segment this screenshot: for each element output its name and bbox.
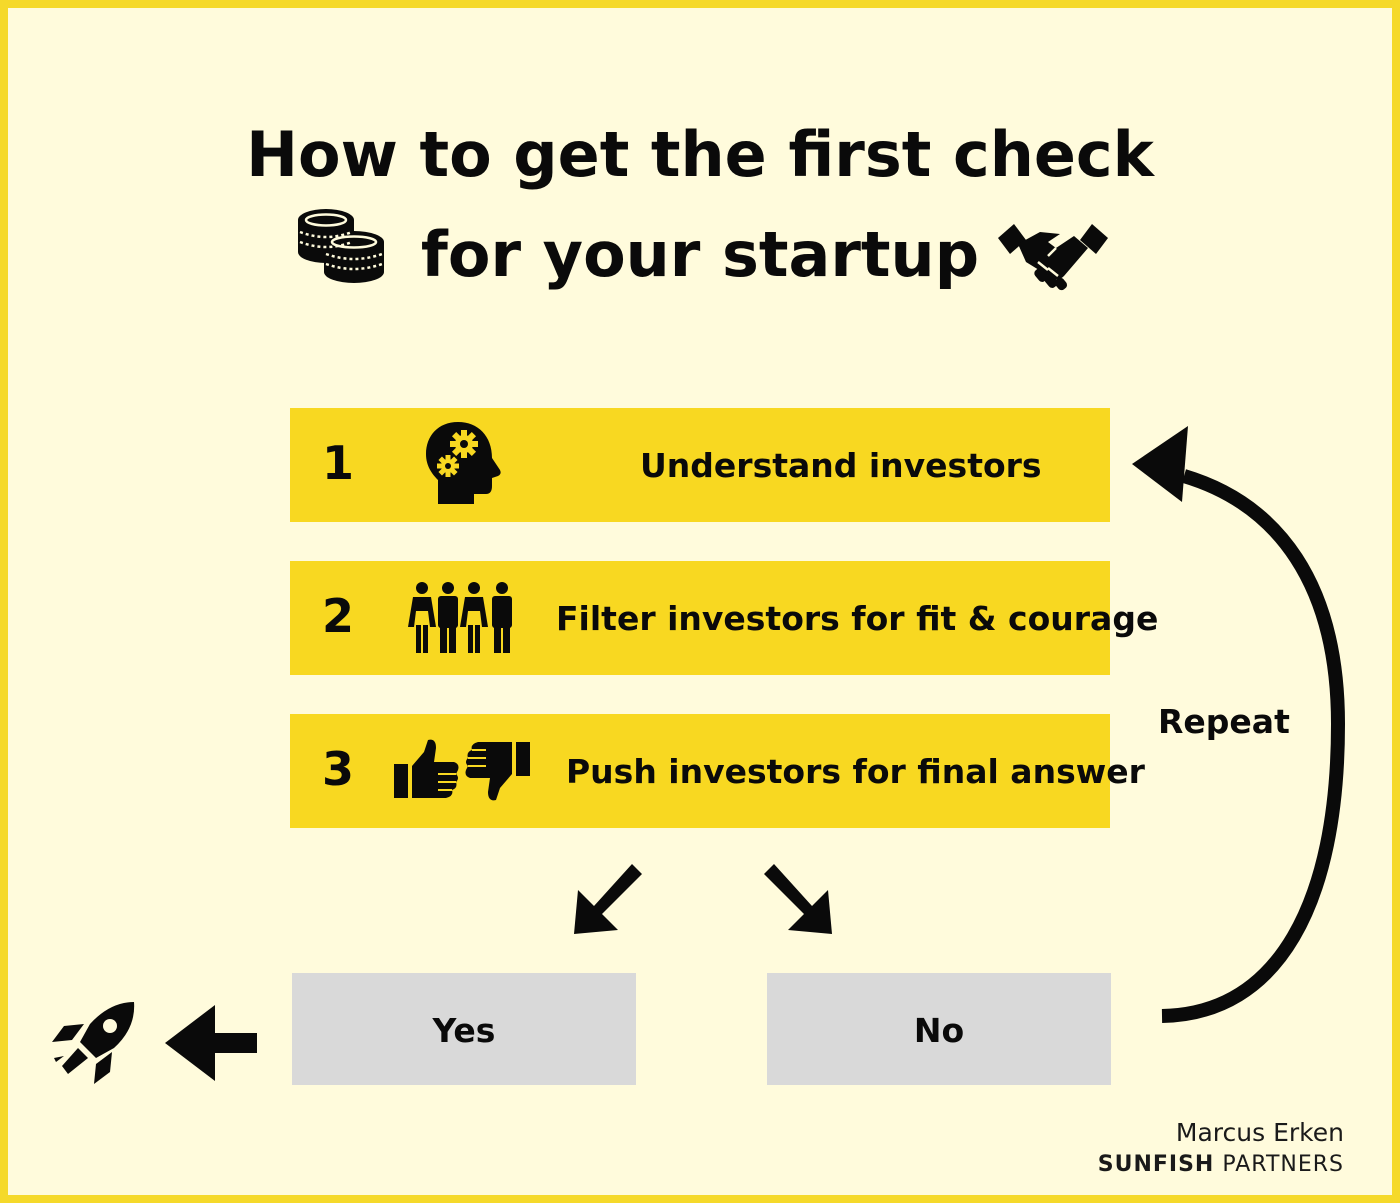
step-3-label: Push investors for final answer bbox=[566, 752, 1145, 791]
company-credit: SUNFISH PARTNERS bbox=[1098, 1152, 1344, 1177]
repeat-loop-arrow bbox=[1132, 426, 1346, 1023]
step-3-box: 3 Push investors for final answer bbox=[290, 714, 1145, 828]
people-group-icon bbox=[408, 582, 512, 653]
step-1-label: Understand investors bbox=[640, 446, 1042, 485]
answer-yes-label: Yes bbox=[432, 1011, 496, 1050]
answer-no-box: No bbox=[767, 973, 1111, 1085]
step-2-label: Filter investors for fit & courage bbox=[556, 599, 1159, 638]
coins-icon bbox=[298, 209, 384, 283]
arrow-down-left-icon bbox=[574, 864, 642, 934]
arrow-down-right-icon bbox=[764, 864, 832, 934]
title-line-1: How to get the first check bbox=[246, 118, 1154, 191]
title-line-2: for your startup bbox=[0, 224, 1400, 286]
title-line-2-text: for your startup bbox=[420, 218, 980, 291]
handshake-icon bbox=[998, 224, 1108, 291]
rocket-icon bbox=[52, 1002, 135, 1084]
step-3-number: 3 bbox=[322, 742, 355, 796]
answer-no-label: No bbox=[913, 1011, 965, 1050]
repeat-label: Repeat bbox=[1158, 702, 1290, 741]
step-2-number: 2 bbox=[322, 589, 355, 643]
step-1-box: 1 Underst bbox=[290, 408, 1110, 522]
thumbs-up-down-icon bbox=[394, 739, 530, 801]
answer-yes-box: Yes bbox=[292, 973, 636, 1085]
head-gears-icon bbox=[426, 422, 501, 504]
step-1-number: 1 bbox=[322, 436, 355, 490]
arrow-left-icon bbox=[165, 1005, 257, 1081]
company-name-rest: PARTNERS bbox=[1222, 1152, 1344, 1177]
author-credit: Marcus Erken bbox=[1175, 1118, 1344, 1147]
step-2-box: 2 bbox=[290, 561, 1158, 675]
company-name-bold: SUNFISH bbox=[1097, 1152, 1215, 1177]
